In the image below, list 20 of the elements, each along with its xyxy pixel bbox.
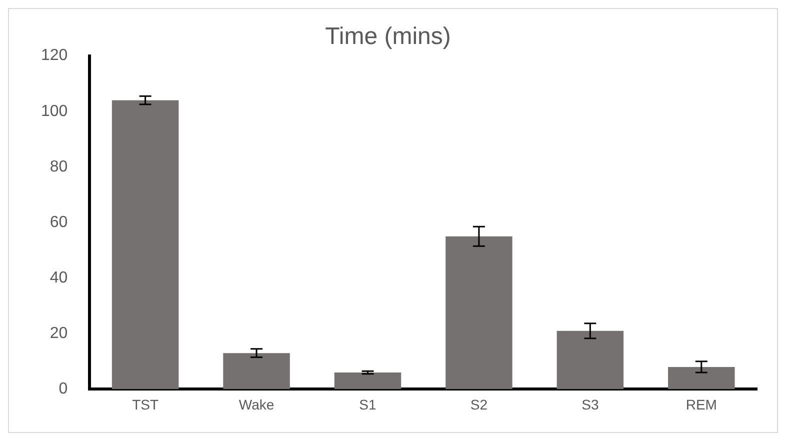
bar bbox=[668, 366, 735, 390]
bar bbox=[334, 372, 402, 390]
x-tick-label: TST bbox=[132, 396, 159, 412]
x-tick-label: S2 bbox=[470, 396, 488, 412]
y-tick-label: 100 bbox=[40, 102, 68, 120]
x-tick-label: Wake bbox=[238, 396, 274, 412]
bar bbox=[112, 100, 179, 390]
y-tick-label: 40 bbox=[50, 269, 68, 286]
x-tick-label: S1 bbox=[359, 396, 377, 412]
bar bbox=[556, 330, 624, 390]
y-tick-label: 0 bbox=[58, 380, 68, 398]
x-tick-label: REM bbox=[686, 396, 717, 412]
bar bbox=[223, 353, 290, 390]
y-tick-label: 120 bbox=[40, 47, 68, 64]
x-tick-label: S3 bbox=[582, 396, 599, 412]
chart-title: Time (mins) bbox=[325, 23, 451, 50]
bar bbox=[446, 236, 512, 390]
y-tick-label: 20 bbox=[50, 325, 68, 342]
y-tick-label: 60 bbox=[50, 214, 68, 231]
y-tick-label: 80 bbox=[50, 158, 68, 176]
